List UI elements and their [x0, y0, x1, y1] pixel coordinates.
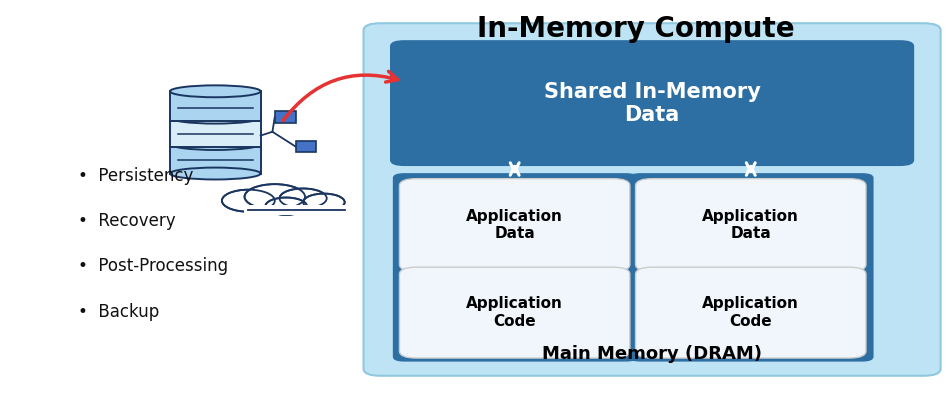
Text: In-Memory Compute: In-Memory Compute — [477, 15, 794, 43]
FancyBboxPatch shape — [399, 267, 630, 358]
Circle shape — [265, 198, 307, 215]
FancyBboxPatch shape — [636, 267, 866, 358]
Circle shape — [222, 190, 275, 212]
Text: Application
Code: Application Code — [702, 296, 799, 329]
FancyBboxPatch shape — [275, 111, 295, 123]
Polygon shape — [243, 200, 352, 211]
FancyBboxPatch shape — [636, 179, 866, 271]
FancyBboxPatch shape — [629, 173, 874, 361]
FancyBboxPatch shape — [295, 141, 316, 152]
Text: •  Backup: • Backup — [78, 302, 160, 321]
Polygon shape — [243, 205, 357, 215]
Polygon shape — [170, 91, 260, 121]
Polygon shape — [170, 144, 260, 174]
Ellipse shape — [170, 138, 260, 150]
FancyBboxPatch shape — [364, 23, 940, 376]
Text: •  Recovery: • Recovery — [78, 212, 176, 230]
Text: •  Post-Processing: • Post-Processing — [78, 257, 228, 275]
Circle shape — [303, 194, 345, 211]
Text: Main Memory (DRAM): Main Memory (DRAM) — [542, 345, 762, 363]
FancyBboxPatch shape — [399, 179, 630, 271]
Ellipse shape — [170, 112, 260, 124]
FancyBboxPatch shape — [390, 40, 914, 166]
FancyBboxPatch shape — [393, 173, 637, 361]
Circle shape — [279, 188, 327, 208]
Polygon shape — [170, 118, 260, 147]
Text: Application
Data: Application Data — [702, 209, 799, 241]
Circle shape — [244, 184, 305, 209]
Text: •  Persistency: • Persistency — [78, 167, 194, 185]
Text: Application
Code: Application Code — [466, 296, 563, 329]
Ellipse shape — [170, 168, 260, 180]
Text: Shared In-Memory
Data: Shared In-Memory Data — [543, 81, 761, 125]
Text: Application
Data: Application Data — [466, 209, 563, 241]
Ellipse shape — [170, 85, 260, 97]
